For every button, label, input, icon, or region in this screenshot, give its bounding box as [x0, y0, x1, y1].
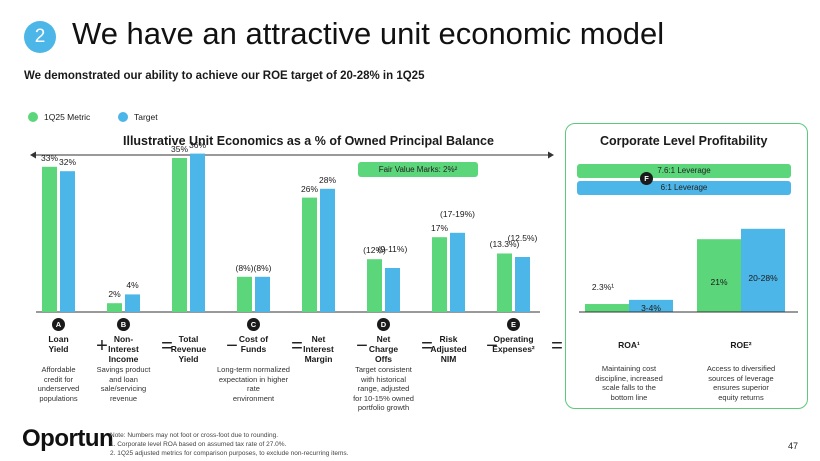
- label-target-net_charge_offs: (9-11%): [377, 244, 408, 254]
- corp-bar-target-roa: [629, 299, 673, 312]
- label-metric-loan_yield: 33%: [40, 152, 58, 163]
- operator-6: −: [486, 335, 498, 357]
- label-target-non_interest_income: 4%: [126, 280, 139, 291]
- category-non_interest_income: Non- Interest Income: [108, 334, 139, 364]
- bar-target-non_interest_income: [125, 294, 140, 312]
- description-net_charge_offs: Target consistent with historical range, a…: [353, 365, 414, 412]
- left-section-arrow-head-left: [30, 151, 36, 159]
- category-loan_yield: Loan Yield: [48, 334, 69, 354]
- page-title: We have an attractive unit economic mode…: [72, 16, 665, 51]
- label-metric-non_interest_income: 2%: [108, 289, 121, 300]
- label-metric-net_interest_margin: 26%: [300, 183, 318, 194]
- category-cost_of_funds: Cost of Funds: [238, 334, 269, 354]
- corp-label-target-roe: 20-28%: [748, 272, 778, 283]
- label-target-net_interest_margin: 28%: [318, 174, 336, 185]
- label-target-risk_adjusted_nim: (17-19%): [440, 208, 475, 219]
- badge-loan_yield: A: [52, 318, 65, 331]
- legend-metric-label: 1Q25 Metric: [44, 112, 91, 122]
- label-target-operating_expenses: (12.5%): [507, 233, 538, 243]
- operator-3: =: [291, 335, 303, 357]
- bar-target-loan_yield: [60, 171, 75, 312]
- bar-target-total_revenue_yield: [190, 153, 205, 312]
- corp-description-roa: Maintaining cost discipline, increased sca…: [595, 364, 663, 402]
- bar-metric-total_revenue_yield: [172, 158, 187, 312]
- leverage-metric-pill: 7.6:1 Leverage: [577, 164, 791, 178]
- bar-metric-loan_yield: [42, 166, 57, 312]
- badge-net_charge_offs: D: [377, 318, 390, 331]
- left-section-title: Illustrative Unit Economics as a % of Ow…: [123, 134, 494, 148]
- label-target-total_revenue_yield: 36%: [188, 139, 206, 150]
- label-metric-cost_of_funds: (8%): [235, 262, 254, 273]
- category-operating_expenses: Operating Expenses²: [492, 334, 535, 354]
- corporate-profitability-box: [565, 123, 808, 409]
- badge-non_interest_income: B: [117, 318, 130, 331]
- right-section-title: Corporate Level Profitability: [600, 134, 768, 148]
- category-net_interest_margin: Net Interest Margin: [303, 334, 334, 364]
- leverage-target-pill: 6:1 Leverage: [577, 181, 791, 195]
- left-section-arrow-head-right: [548, 151, 554, 159]
- label-target-cost_of_funds: (8%): [253, 262, 272, 273]
- legend-target-label: Target: [134, 112, 158, 122]
- bar-target-risk_adjusted_nim: [450, 232, 465, 312]
- bar-metric-risk_adjusted_nim: [432, 237, 447, 312]
- fair-value-pill: Fair Value Marks: 2%²: [358, 162, 478, 177]
- operator-4: −: [356, 335, 368, 357]
- description-non_interest_income: Savings product and loan sale/servicing rev…: [96, 365, 151, 403]
- operator-5: =: [421, 335, 433, 357]
- oportun-logo: Oportun: [22, 425, 114, 452]
- corp-label-metric-roa: 2.3%¹: [591, 282, 615, 293]
- corp-label-metric-roe: 21%: [710, 277, 728, 288]
- corp-description-roe: Access to diversified sources of leverage…: [706, 364, 776, 402]
- bar-metric-operating_expenses: [497, 253, 512, 312]
- corp-category-roa: ROA¹: [618, 340, 640, 350]
- legend-metric-swatch: [28, 112, 38, 122]
- bar-metric-net_charge_offs: [367, 259, 382, 312]
- operator-1: =: [161, 335, 173, 357]
- footnote-0: Note: Numbers may not foot or cross-foot…: [110, 432, 279, 439]
- corp-bar-metric-roa: [585, 304, 629, 312]
- corp-label-target-roa: 3-4%: [641, 302, 661, 313]
- badge-cost_of_funds: C: [247, 318, 260, 331]
- bar-metric-non_interest_income: [107, 303, 122, 312]
- corp-bar-metric-roe: [697, 239, 741, 312]
- leverage-badge-f: F: [640, 172, 653, 185]
- section-number-badge: 2: [24, 21, 56, 53]
- corp-bar-target-roe: [741, 228, 785, 312]
- label-metric-risk_adjusted_nim: 17%: [430, 223, 448, 234]
- legend-target-swatch: [118, 112, 128, 122]
- category-net_charge_offs: Net Charge Offs: [368, 334, 399, 364]
- bar-metric-net_interest_margin: [302, 197, 317, 312]
- bar-metric-cost_of_funds: [237, 276, 252, 312]
- operator-2: −: [226, 335, 238, 357]
- footnote-2: 2. 1Q25 adjusted metrics for comparison …: [110, 450, 349, 457]
- operator-0: +: [96, 335, 108, 357]
- description-cost_of_funds: Long-term normalized expectation in highe…: [217, 365, 290, 403]
- description-loan_yield: Affordable credit for underserved populatio…: [37, 365, 80, 403]
- footnote-1: 1. Corporate level ROA based on assumed …: [110, 441, 287, 448]
- bar-target-operating_expenses: [515, 257, 530, 312]
- badge-operating_expenses: E: [507, 318, 520, 331]
- label-metric-net_charge_offs: (12%): [363, 245, 386, 256]
- label-metric-operating_expenses: (13.3%): [489, 239, 520, 250]
- corp-category-roe: ROE²: [730, 340, 752, 350]
- bar-target-net_charge_offs: [385, 268, 400, 312]
- category-risk_adjusted_nim: Risk Adjusted NIM: [430, 334, 467, 364]
- page-number: 47: [787, 441, 798, 451]
- bar-target-cost_of_funds: [255, 276, 270, 312]
- label-metric-total_revenue_yield: 35%: [170, 144, 188, 154]
- page-subtitle: We demonstrated our ability to achieve o…: [24, 70, 425, 82]
- label-target-loan_yield: 32%: [58, 157, 76, 168]
- bar-target-net_interest_margin: [320, 188, 335, 312]
- operator-7: =: [551, 335, 563, 357]
- category-total_revenue_yield: Total Revenue Yield: [170, 334, 207, 364]
